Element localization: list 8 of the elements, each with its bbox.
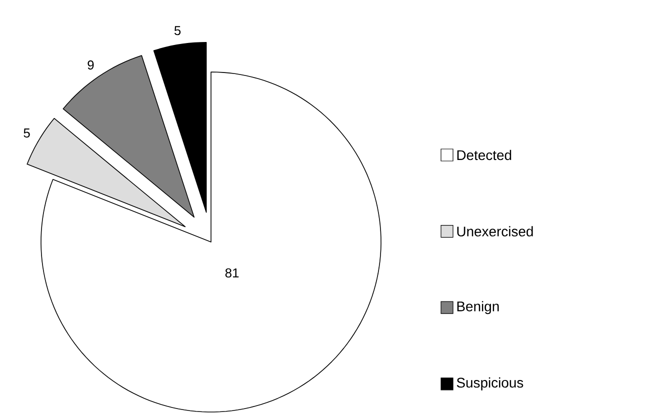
data-label: 5 [174, 26, 181, 36]
legend-label: Detected [457, 150, 512, 160]
legend-label: Unexercised [457, 226, 533, 236]
data-label: 9 [88, 60, 94, 70]
data-label: 81 [225, 268, 239, 278]
legend-label: Benign [457, 301, 499, 314]
data-label: 5 [24, 128, 30, 138]
legend-label: Suspicious [456, 377, 524, 390]
